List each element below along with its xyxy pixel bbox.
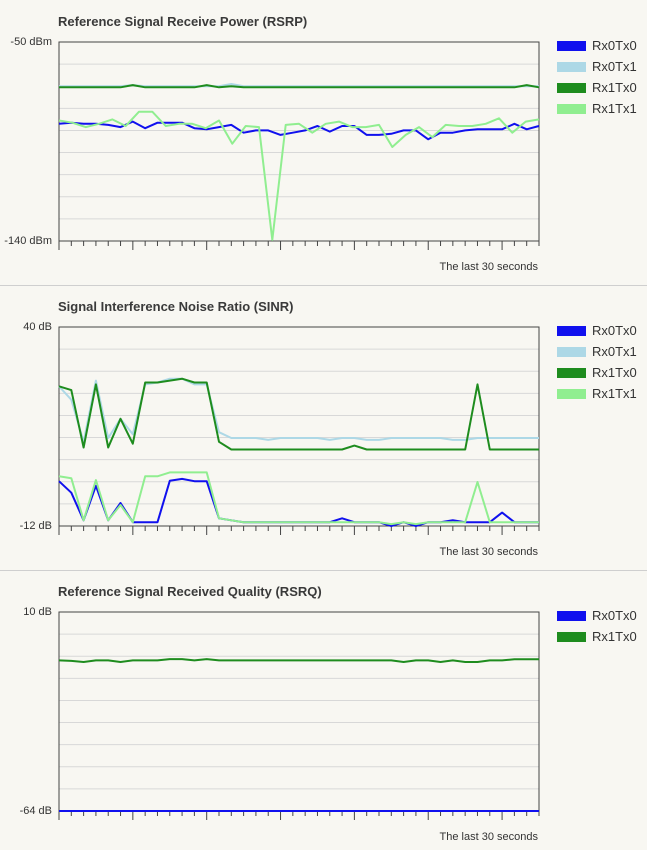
rsrp-plot	[58, 41, 540, 250]
plot-frame	[58, 326, 540, 527]
panel-title: Reference Signal Received Quality (RSRQ)	[58, 584, 322, 599]
y-min-label: -12 dB	[19, 520, 52, 532]
legend-label: Rx0Tx0	[592, 608, 637, 623]
panel-divider	[0, 570, 647, 571]
panel-title: Reference Signal Receive Power (RSRP)	[58, 14, 308, 29]
legend-label: Rx1Tx1	[592, 101, 637, 116]
legend-swatch	[557, 611, 586, 621]
legend-label: Rx1Tx1	[592, 386, 637, 401]
legend-swatch	[557, 104, 586, 114]
rsrp-panel: Reference Signal Receive Power (RSRP) -5…	[0, 0, 647, 285]
legend-swatch	[557, 83, 586, 93]
y-max-label: 40 dB	[23, 321, 52, 333]
series-line-rx1tx1	[58, 110, 540, 241]
series-line-rx1tx0	[58, 658, 539, 663]
legend-label: Rx0Tx1	[592, 59, 637, 74]
y-max-label: -50 dBm	[10, 36, 52, 48]
plot-frame	[58, 41, 540, 242]
rsrq-panel: Reference Signal Received Quality (RSRQ)…	[0, 570, 647, 850]
legend-swatch	[557, 368, 586, 378]
legend-swatch	[557, 326, 586, 336]
series-line-rx0tx0	[58, 120, 540, 141]
rsrq-plot	[58, 611, 540, 820]
series-line-rx1tx0	[59, 84, 540, 89]
legend-label: Rx1Tx0	[592, 80, 637, 95]
legend-swatch	[557, 632, 586, 642]
y-min-label: -140 dBm	[4, 235, 52, 247]
legend-swatch	[557, 389, 586, 399]
sinr-plot	[58, 326, 540, 535]
series-line-rx1tx1	[58, 471, 539, 526]
legend-label: Rx1Tx0	[592, 629, 637, 644]
plot-area	[59, 612, 539, 811]
panel-title: Signal Interference Noise Ratio (SINR)	[58, 299, 294, 314]
legend-swatch	[557, 347, 586, 357]
plot-area	[59, 327, 539, 526]
legend-label: Rx1Tx0	[592, 365, 637, 380]
time-span-note: The last 30 seconds	[439, 831, 538, 843]
y-max-label: 10 dB	[23, 606, 52, 618]
panel-divider	[0, 285, 647, 286]
plot-area	[59, 42, 539, 241]
legend-label: Rx0Tx1	[592, 344, 637, 359]
time-span-note: The last 30 seconds	[439, 546, 538, 558]
sinr-panel: Signal Interference Noise Ratio (SINR) 4…	[0, 285, 647, 570]
legend-swatch	[557, 41, 586, 51]
y-min-label: -64 dB	[19, 805, 52, 817]
legend-label: Rx0Tx0	[592, 323, 637, 338]
legend-label: Rx0Tx0	[592, 38, 637, 53]
legend-swatch	[557, 62, 586, 72]
series-line-rx1tx0	[58, 377, 539, 451]
time-span-note: The last 30 seconds	[439, 261, 538, 273]
